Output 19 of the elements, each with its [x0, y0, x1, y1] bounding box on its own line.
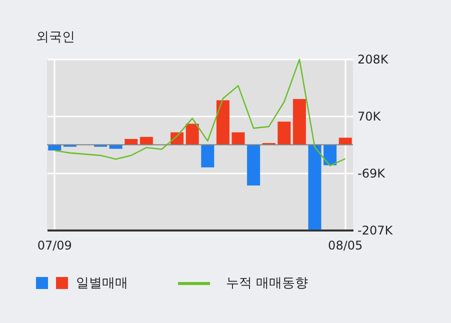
bar: [186, 124, 199, 145]
legend-label: 일별매매: [76, 275, 128, 292]
bar: [247, 144, 260, 186]
x-tick-label: 08/05: [328, 238, 363, 252]
y-tick-label: -69K: [358, 166, 386, 181]
bar: [201, 144, 214, 168]
y-tick-label: 208K: [358, 52, 390, 66]
y-tick-label: -207K: [358, 224, 394, 238]
bar: [324, 144, 337, 166]
bar: [278, 122, 291, 145]
bar: [216, 100, 230, 145]
y-tick-label: 70K: [358, 109, 382, 124]
bar: [308, 144, 322, 230]
x-tick-label: 07/09: [37, 238, 72, 252]
bar: [232, 132, 245, 145]
line-series: [54, 58, 346, 166]
bar: [292, 98, 306, 145]
chart-title: 외국인: [36, 29, 75, 46]
legend-label: 누적 매매동향: [226, 275, 308, 292]
